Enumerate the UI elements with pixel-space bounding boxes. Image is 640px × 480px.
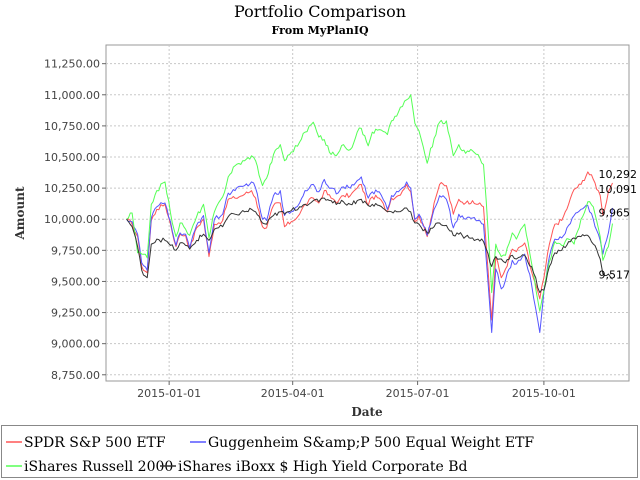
x-tick-label: 2015-04-01 [261,387,325,400]
chart-subtitle: From MyPlanIQ [271,24,369,37]
series-line [126,176,613,333]
series-line [126,94,613,312]
x-tick-label: 2015-10-01 [512,387,576,400]
y-tick-label: 10,000.00 [44,213,100,226]
legend-label: SPDR S&P 500 ETF [24,435,166,451]
chart-title: Portfolio Comparison [234,2,406,21]
y-tick-label: 11,250.00 [44,58,100,71]
y-tick-label: 10,500.00 [44,151,100,164]
y-tick-label: 9,500.00 [51,275,100,288]
series-end-label: 9,517 [599,268,631,281]
series-end-label: 10,091 [599,183,638,196]
legend-label: iShares iBoxx $ High Yield Corporate Bd [178,459,468,475]
grid-lines [106,45,629,381]
legend-box [1,425,638,478]
y-tick-label: 10,250.00 [44,182,100,195]
x-tick-label: 2015-01-01 [137,387,201,400]
y-axis-label: Amount [13,186,27,240]
series-lines [126,94,613,333]
plot-area [105,44,630,382]
y-tick-label: 11,000.00 [44,89,100,102]
series-end-label: 9,965 [599,207,631,220]
y-tick-label: 9,750.00 [51,244,100,257]
y-tick-label: 9,250.00 [51,307,100,320]
y-tick-label: 10,750.00 [44,120,100,133]
legend: SPDR S&P 500 ETF Guggenheim S&amp;P 500 E… [6,435,534,475]
legend-label: Guggenheim S&amp;P 500 Equal Weight ETF [208,435,534,451]
series-end-label: 10,292 [599,168,638,181]
y-tick-label: 9,000.00 [51,338,100,351]
end-labels: 10,292 10,091 9,965 9,517 [599,168,638,281]
series-line [126,197,613,294]
legend-label: iShares Russell 2000 [24,459,173,475]
axes: 8,750.00 9,000.00 9,250.00 9,500.00 9,750.00… [44,58,576,400]
y-tick-label: 8,750.00 [51,369,100,382]
x-axis-label: Date [351,405,383,419]
x-tick-label: 2015-07-01 [386,387,450,400]
